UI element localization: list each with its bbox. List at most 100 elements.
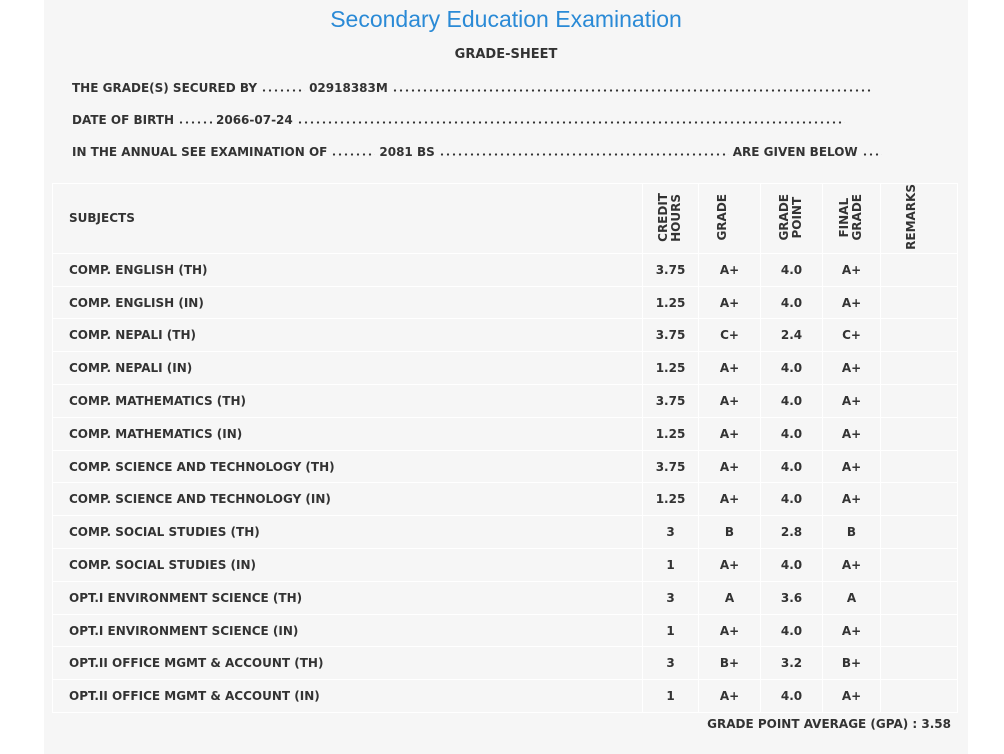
column-header: FINAL GRADE (822, 183, 881, 254)
table-row: OPT.I ENVIRONMENT SCIENCE (IN) 1 A+ 4.0 A+ (52, 613, 958, 648)
column-header: SUBJECTS (52, 183, 643, 254)
column-header: REMARKS (880, 183, 958, 254)
cell: A+ (822, 449, 881, 484)
remarks-cell (880, 580, 958, 615)
column-header: CREDIT HOURS (642, 183, 699, 254)
cell: COMP. SOCIAL STUDIES (TH) (52, 515, 643, 550)
cell: COMP. SCIENCE AND TECHNOLOGY (TH) (52, 449, 643, 484)
cell: A+ (822, 252, 881, 287)
cell: A+ (698, 252, 761, 287)
cell: 1.25 (642, 351, 699, 386)
cell: 3.75 (642, 384, 699, 418)
cell: OPT.II OFFICE MGMT & ACCOUNT (IN) (52, 679, 643, 714)
table-row: COMP. ENGLISH (IN) 1.25 A+ 4.0 A+ (52, 285, 958, 320)
cell: A+ (698, 613, 761, 648)
cell: 4.0 (760, 351, 823, 386)
cell: OPT.I ENVIRONMENT SCIENCE (TH) (52, 580, 643, 615)
cell: 4.0 (760, 285, 823, 320)
cell: C+ (822, 318, 881, 353)
cell: 1 (642, 548, 699, 582)
cell: 1 (642, 679, 699, 714)
label: THE GRADE(S) SECURED BY (72, 81, 258, 95)
cell: 4.0 (760, 548, 823, 582)
cell: 4.0 (760, 252, 823, 287)
remarks-cell (880, 449, 958, 484)
cell: A+ (698, 351, 761, 386)
cell: B+ (698, 646, 761, 681)
remarks-cell (880, 646, 958, 681)
cell: COMP. ENGLISH (TH) (52, 252, 643, 287)
label: ARE GIVEN BELOW (732, 145, 858, 159)
remarks-cell (880, 384, 958, 418)
cell: A+ (822, 613, 881, 648)
cell: A+ (698, 416, 761, 451)
info-line: DATE OF BIRTH 2066-07-24 (72, 113, 849, 127)
cell: A+ (698, 679, 761, 714)
table-row: COMP. NEPALI (TH) 3.75 C+ 2.4 C+ (52, 318, 958, 353)
cell: OPT.I ENVIRONMENT SCIENCE (IN) (52, 613, 643, 648)
table-row: OPT.I ENVIRONMENT SCIENCE (TH) 3 A 3.6 A (52, 580, 958, 615)
cell: A+ (698, 482, 761, 517)
table-row: COMP. SOCIAL STUDIES (IN) 1 A+ 4.0 A+ (52, 548, 958, 582)
cell: 4.0 (760, 449, 823, 484)
cell: 3.75 (642, 252, 699, 287)
header-text: REMARKS (904, 184, 918, 250)
header-text: FINAL GRADE (836, 193, 864, 241)
header-row: SUBJECTS CREDIT HOURS GRADE GRADE POINT FINA… (52, 183, 958, 254)
header-text: GRADE (714, 193, 729, 241)
cell: A+ (698, 449, 761, 484)
remarks-cell (880, 285, 958, 320)
cell: 1 (642, 613, 699, 648)
remarks-cell (880, 679, 958, 714)
label: IN THE ANNUAL SEE EXAMINATION OF (72, 145, 328, 159)
column-header: GRADE (698, 183, 761, 254)
cell: 3.6 (760, 580, 823, 615)
cell: A+ (822, 384, 881, 418)
cell: 3.75 (642, 318, 699, 353)
cell: COMP. MATHEMATICS (IN) (52, 416, 643, 451)
table-body: COMP. ENGLISH (TH) 3.75 A+ 4.0 A+ COMP. ENGLI… (52, 252, 958, 714)
header-text: CREDIT HOURS (655, 192, 683, 242)
value: 2066-07-24 (216, 113, 293, 127)
cell: A+ (698, 384, 761, 418)
cell: COMP. MATHEMATICS (TH) (52, 384, 643, 418)
column-header: GRADE POINT (760, 183, 823, 254)
table-row: OPT.II OFFICE MGMT & ACCOUNT (IN) 1 A+ 4.0 A… (52, 679, 958, 714)
cell: COMP. ENGLISH (IN) (52, 285, 643, 320)
cell: 2.4 (760, 318, 823, 353)
cell: 1.25 (642, 416, 699, 451)
value: 02918383M (309, 81, 388, 95)
table-row: COMP. SCIENCE AND TECHNOLOGY (TH) 3.75 A+ 4… (52, 449, 958, 484)
value: 2081 BS (379, 145, 435, 159)
cell: A+ (822, 482, 881, 517)
cell: C+ (698, 318, 761, 353)
cell: OPT.II OFFICE MGMT & ACCOUNT (TH) (52, 646, 643, 681)
cell: 4.0 (760, 613, 823, 648)
cell: 3.2 (760, 646, 823, 681)
cell: COMP. SOCIAL STUDIES (IN) (52, 548, 643, 582)
cell: B+ (822, 646, 881, 681)
cell: A (822, 580, 881, 615)
table-row: COMP. NEPALI (IN) 1.25 A+ 4.0 A+ (52, 351, 958, 386)
remarks-cell (880, 515, 958, 550)
cell: 3 (642, 515, 699, 550)
table-row: COMP. MATHEMATICS (TH) 3.75 A+ 4.0 A+ (52, 384, 958, 418)
remarks-cell (880, 613, 958, 648)
cell: 4.0 (760, 416, 823, 451)
remarks-cell (880, 318, 958, 353)
cell: COMP. SCIENCE AND TECHNOLOGY (IN) (52, 482, 643, 517)
label: GRADE POINT AVERAGE (GPA) : (707, 717, 918, 731)
value: 3.58 (921, 717, 951, 731)
cell: COMP. NEPALI (TH) (52, 318, 643, 353)
title: Secondary Education Examination (330, 6, 682, 32)
cell: 3.75 (642, 449, 699, 484)
header-text: GRADE POINT (776, 193, 804, 241)
cell: A+ (698, 548, 761, 582)
cell: 4.0 (760, 384, 823, 418)
cell: A+ (822, 351, 881, 386)
gpa: GRADE POINT AVERAGE (GPA) : 3.58 (707, 717, 951, 731)
cell: 4.0 (760, 679, 823, 714)
grades-table: SUBJECTS CREDIT HOURS GRADE GRADE POINT FINA… (52, 183, 958, 714)
remarks-cell (880, 252, 958, 287)
